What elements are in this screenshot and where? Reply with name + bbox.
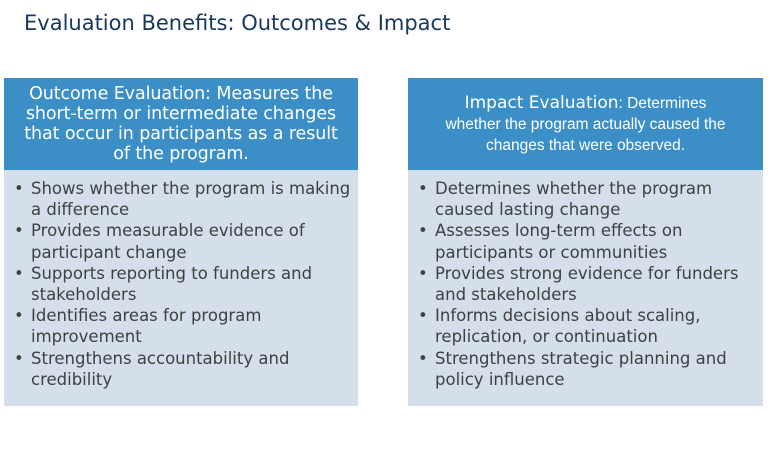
list-item-text: Supports reporting to funders and stakeh…: [31, 263, 313, 305]
bullet-icon: •: [14, 306, 24, 326]
outcome-evaluation-panel: Outcome Evaluation: Measures the short-t…: [4, 78, 358, 406]
list-item: • Assesses long-term effects on particip…: [418, 220, 757, 262]
bullet-icon: •: [418, 306, 428, 326]
list-item: • Determines whether the program caused …: [418, 178, 757, 220]
list-item-text: Strengthens accountability and credibili…: [31, 348, 290, 389]
list-item-text: Identifies areas for program improvement: [31, 306, 262, 347]
page-title: Evaluation Benefits: Outcomes & Impact: [24, 11, 451, 35]
bullet-icon: •: [14, 263, 24, 283]
impact-benefits-list: • Determines whether the program caused …: [408, 170, 763, 390]
list-item: • Strengthens accountability and credibi…: [14, 348, 352, 390]
outcome-header-line: that occur in participants as a result: [24, 124, 338, 144]
outcome-panel-header: Outcome Evaluation: Measures the short-t…: [4, 78, 358, 170]
bullet-icon: •: [418, 221, 428, 241]
impact-header-line: Impact Evaluation: Determines: [465, 93, 707, 114]
bullet-icon: •: [418, 179, 428, 198]
list-item: • Provides strong evidence for funders a…: [418, 263, 757, 305]
bullet-icon: •: [14, 348, 24, 368]
list-item-text: Provides strong evidence for funders and…: [435, 263, 739, 305]
list-item: • Supports reporting to funders and stak…: [14, 263, 352, 305]
impact-header-line: whether the program actually caused the: [445, 115, 726, 133]
list-item-text: Strengthens strategic planning and polic…: [435, 348, 727, 389]
list-item: • Shows whether the program is making a …: [14, 178, 352, 220]
list-item: • Informs decisions about scaling, repli…: [418, 305, 757, 347]
impact-panel-header: Impact Evaluation: Determines whether th…: [408, 78, 763, 170]
list-item-text: Determines whether the program caused la…: [435, 179, 713, 220]
outcome-header-line: Outcome Evaluation: Measures the: [29, 84, 333, 104]
impact-evaluation-panel: Impact Evaluation: Determines whether th…: [408, 78, 763, 406]
list-item: • Strengthens strategic planning and pol…: [418, 348, 757, 390]
bullet-icon: •: [14, 179, 24, 198]
outcome-header-line: of the program.: [113, 144, 249, 164]
list-item-text: Assesses long-term effects on participan…: [435, 221, 683, 262]
list-item-text: Informs decisions about scaling, replica…: [435, 306, 701, 347]
list-item: • Provides measurable evidence of partic…: [14, 220, 352, 262]
impact-header-lead-rest: : Determines: [618, 94, 707, 112]
list-item-text: Shows whether the program is making a di…: [31, 179, 351, 220]
impact-header-line: changes that were observed.: [485, 136, 686, 154]
list-item: • Identifies areas for program improveme…: [14, 305, 352, 347]
bullet-icon: •: [418, 263, 428, 283]
bullet-icon: •: [14, 221, 24, 241]
list-item-text: Provides measurable evidence of particip…: [31, 221, 305, 262]
outcome-benefits-list: • Shows whether the program is making a …: [4, 170, 358, 390]
outcome-header-line: short-term or intermediate changes: [25, 104, 337, 124]
impact-header-lead: Impact Evaluation: [464, 92, 619, 113]
bullet-icon: •: [418, 348, 428, 368]
